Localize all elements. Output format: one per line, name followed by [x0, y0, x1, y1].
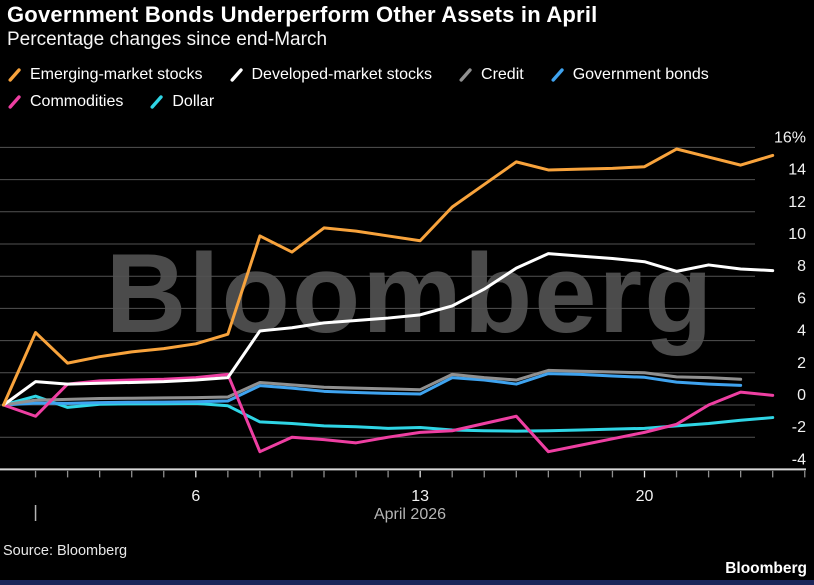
y-axis-tick-label: 14	[788, 162, 806, 179]
y-axis-tick-label: 16%	[774, 129, 806, 146]
series-emerging-market-stocks	[2, 147, 775, 407]
legend-marker-icon	[551, 68, 564, 82]
legend-label: Developed-market stocks	[251, 66, 433, 83]
legend-label: Government bonds	[572, 66, 709, 83]
y-axis-tick-label: 0	[797, 387, 806, 404]
y-axis-tick-label: -4	[792, 451, 806, 468]
legend-item-government-bonds: Government bonds	[550, 64, 709, 86]
series-developed-market-stocks	[2, 252, 775, 407]
legend-label: Commodities	[30, 93, 124, 110]
y-axis-tick-label: 6	[797, 290, 806, 307]
x-axis-tick-label: 6	[191, 488, 200, 505]
page-title: Government Bonds Underperform Other Asse…	[7, 2, 598, 27]
bloomberg-watermark: Bloomberg	[105, 231, 714, 356]
legend-label: Emerging-market stocks	[30, 66, 203, 83]
y-axis-tick-label: 8	[797, 258, 806, 275]
y-axis-tick-label: 10	[788, 226, 806, 243]
series-credit	[2, 368, 743, 407]
bottom-accent-bar	[0, 580, 814, 585]
legend-label: Dollar	[172, 93, 215, 110]
x-axis-title: April 2026	[374, 506, 446, 523]
x-axis-tick-label: 13	[411, 488, 429, 505]
legend-item-emerging-market-stocks: Emerging-market stocks	[7, 64, 203, 86]
legend-label: Credit	[481, 66, 524, 83]
y-axis-tick-label: 2	[797, 355, 806, 372]
legend-item-commodities: Commodities	[7, 91, 123, 113]
legend: Emerging-market stocks Developed-market …	[7, 64, 803, 113]
legend-marker-icon	[8, 95, 21, 109]
page-subtitle: Percentage changes since end-March	[7, 29, 328, 50]
series-commodities	[2, 372, 775, 454]
series-government-bonds	[2, 372, 743, 407]
x-axis-tick-label: 20	[636, 488, 654, 505]
legend-item-developed-market-stocks: Developed-market stocks	[229, 64, 433, 86]
source-note: Source: Bloomberg	[3, 543, 128, 559]
y-axis-tick-label: 12	[788, 194, 806, 211]
legend-marker-icon	[230, 68, 243, 82]
legend-marker-icon	[8, 68, 21, 82]
series-dollar	[2, 394, 775, 433]
legend-item-dollar: Dollar	[149, 91, 214, 113]
legend-item-credit: Credit	[458, 64, 524, 86]
y-axis-tick-label: -2	[792, 419, 806, 436]
bloomberg-logo: Bloomberg	[725, 560, 807, 577]
y-axis-tick-label: 4	[797, 323, 806, 340]
legend-marker-icon	[150, 95, 164, 109]
legend-marker-icon	[459, 68, 472, 82]
